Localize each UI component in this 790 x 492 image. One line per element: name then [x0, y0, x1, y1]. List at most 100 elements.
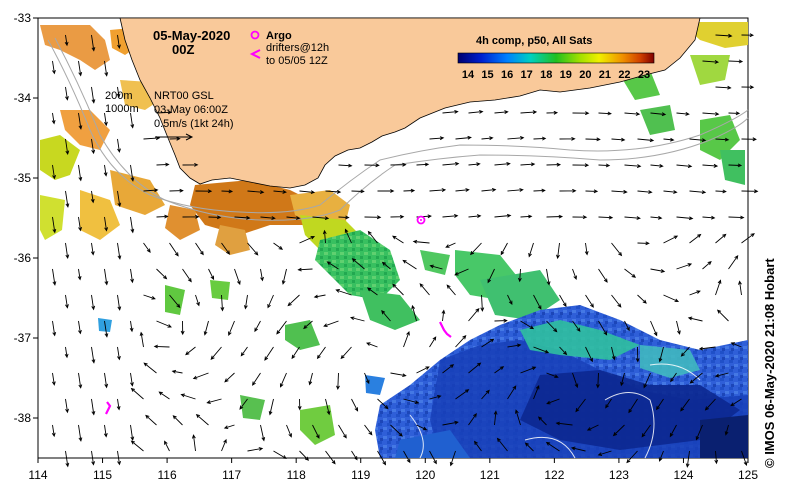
current-arrow [663, 190, 678, 194]
current-arrow [139, 331, 144, 348]
current-arrow [695, 424, 703, 441]
current-arrow [689, 372, 703, 384]
current-arrow [116, 86, 121, 98]
y-axis: -33 -34 -35 -36 -37 -38 [14, 11, 38, 425]
current-arrow [228, 320, 235, 336]
current-arrow [481, 136, 494, 141]
vector-scale-label: 0.5m/s (1kt 24h) [154, 118, 233, 130]
current-arrow [628, 398, 638, 414]
current-arrow [338, 215, 350, 220]
altimetry-label: NRT00 GSL [154, 90, 214, 102]
current-arrow [78, 320, 82, 335]
current-arrow [336, 372, 340, 391]
current-arrow [635, 346, 640, 363]
current-arrow [116, 398, 121, 411]
current-arrow [351, 398, 359, 412]
svg-text:to 05/05 12Z: to 05/05 12Z [266, 55, 328, 67]
current-arrow [663, 137, 675, 142]
current-arrow [103, 164, 108, 177]
current-arrow [344, 228, 352, 244]
current-arrow [65, 242, 70, 260]
current-arrow [130, 216, 135, 234]
current-arrow [390, 424, 403, 437]
drifter-tracks [105, 321, 452, 415]
current-arrow [454, 268, 469, 276]
current-arrow [65, 398, 69, 414]
current-arrow [403, 398, 420, 405]
current-arrow [449, 450, 456, 467]
current-arrow [487, 268, 495, 284]
current-arrow [390, 372, 407, 378]
current-arrow [303, 320, 313, 330]
svg-text:Argo: Argo [266, 30, 292, 42]
current-arrow [715, 33, 733, 38]
current-arrow [208, 215, 222, 220]
colorbar-tick-label: 15 [481, 69, 493, 81]
current-arrow [195, 242, 204, 256]
current-arrow [221, 438, 227, 452]
current-arrow [171, 369, 183, 374]
current-arrow [381, 261, 391, 270]
current-arrow [704, 398, 716, 411]
current-arrow [572, 215, 588, 220]
current-arrow [65, 138, 70, 156]
current-arrow [724, 424, 729, 436]
current-arrow [455, 335, 467, 348]
current-arrow [637, 294, 647, 304]
current-arrow [312, 424, 320, 439]
current-arrow [429, 136, 445, 141]
current-arrow [172, 415, 183, 426]
colorbar-tick-label: 23 [638, 69, 650, 81]
current-arrow [247, 242, 259, 256]
current-arrow [685, 450, 690, 468]
current-arrow [180, 393, 196, 400]
current-arrow [429, 188, 447, 192]
current-arrow [158, 391, 170, 400]
current-arrow [411, 304, 417, 322]
current-arrow [575, 398, 586, 413]
current-arrow [702, 261, 712, 270]
current-arrow [234, 268, 241, 286]
current-arrow [715, 189, 727, 194]
current-arrow [402, 259, 417, 270]
current-arrow [260, 424, 266, 442]
current-arrow [559, 188, 577, 193]
current-arrow [520, 214, 533, 219]
current-arrow [702, 112, 720, 116]
current-arrow [52, 60, 56, 75]
current-arrow [182, 162, 199, 167]
bathymetry-contours [47, 37, 749, 221]
current-arrow [169, 294, 181, 309]
current-arrow [611, 294, 622, 308]
colorbar-tick-label: 16 [501, 69, 513, 81]
current-arrow [650, 112, 667, 117]
colorbar-tick-label: 20 [579, 69, 591, 81]
current-arrow [299, 450, 310, 461]
current-arrow [605, 398, 612, 409]
current-arrow [626, 450, 638, 464]
current-arrow [611, 346, 616, 361]
current-arrow [442, 161, 460, 166]
current-arrow [156, 110, 173, 115]
y-tick-label: -36 [14, 251, 32, 265]
current-arrow [182, 268, 192, 283]
current-arrow [637, 241, 650, 246]
current-arrow [546, 372, 559, 379]
current-arrow [714, 372, 729, 378]
current-arrow [350, 316, 365, 322]
current-arrow [741, 33, 755, 38]
current-arrow [390, 214, 405, 219]
current-arrow [377, 450, 387, 466]
current-arrow [656, 398, 664, 411]
current-arrow [143, 242, 151, 253]
argo-legend: Argo [250, 30, 292, 42]
current-arrow [515, 409, 521, 426]
current-arrow [323, 320, 339, 328]
current-arrow [442, 364, 455, 374]
current-arrow [169, 188, 184, 193]
current-arrow [728, 163, 743, 168]
current-arrow [537, 416, 547, 426]
current-arrow [117, 242, 122, 260]
current-arrow [468, 109, 484, 114]
current-arrow [267, 294, 274, 309]
